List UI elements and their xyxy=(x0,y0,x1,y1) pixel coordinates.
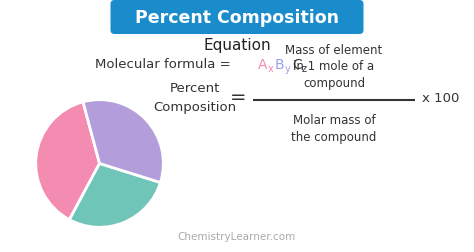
Text: x: x xyxy=(268,63,274,73)
Text: Mass of element
in 1 mole of a
compound: Mass of element in 1 mole of a compound xyxy=(285,43,383,90)
FancyBboxPatch shape xyxy=(110,1,364,35)
Wedge shape xyxy=(83,100,164,183)
Text: ChemistryLearner.com: ChemistryLearner.com xyxy=(178,231,296,241)
Text: C: C xyxy=(292,58,302,72)
Text: Percent Composition: Percent Composition xyxy=(135,9,339,26)
Text: y: y xyxy=(285,63,291,73)
Text: =: = xyxy=(230,88,246,107)
Text: B: B xyxy=(275,58,284,72)
Text: A: A xyxy=(258,58,267,72)
Text: Molecular formula =: Molecular formula = xyxy=(95,58,235,71)
Wedge shape xyxy=(36,102,100,220)
Text: Equation: Equation xyxy=(203,37,271,52)
Text: z: z xyxy=(302,63,307,73)
Text: Percent
Composition: Percent Composition xyxy=(154,82,237,113)
Text: Molar mass of
the compound: Molar mass of the compound xyxy=(292,114,377,143)
Text: x 100: x 100 xyxy=(422,92,459,105)
Wedge shape xyxy=(69,164,160,227)
